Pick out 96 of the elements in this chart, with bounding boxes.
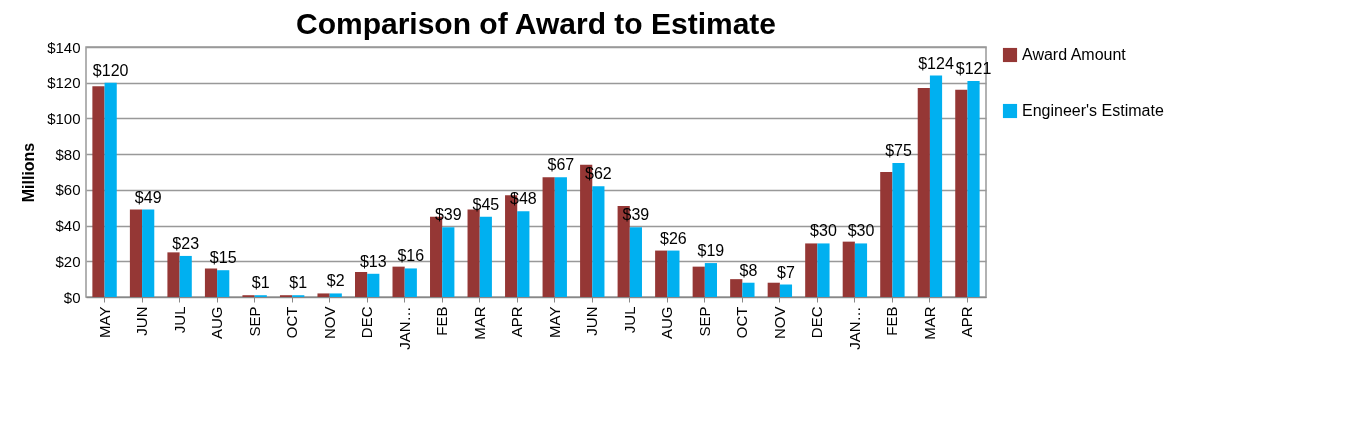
x-tick-label: NOV bbox=[320, 306, 338, 340]
bar bbox=[479, 216, 492, 297]
data-label: $1 bbox=[251, 274, 270, 292]
data-label: $49 bbox=[134, 188, 162, 206]
bar bbox=[542, 177, 555, 297]
bar bbox=[742, 282, 755, 297]
bar bbox=[317, 293, 330, 297]
y-tick-label: $40 bbox=[55, 217, 81, 235]
x-tick-label: JAN… bbox=[845, 306, 863, 350]
bar bbox=[967, 80, 980, 297]
x-tick-label: SEP bbox=[245, 306, 263, 337]
bar bbox=[204, 268, 218, 297]
data-label: $7 bbox=[777, 263, 795, 281]
y-tick-label: $0 bbox=[63, 288, 81, 306]
data-label: $39 bbox=[434, 206, 462, 224]
bar bbox=[104, 82, 117, 297]
bar bbox=[404, 268, 417, 297]
x-tick-label: FEB bbox=[883, 306, 901, 336]
bar bbox=[592, 186, 605, 297]
data-label: $16 bbox=[397, 247, 425, 265]
x-tick-label: JUL bbox=[170, 306, 188, 334]
y-tick-label: $80 bbox=[55, 145, 81, 163]
data-label: $26 bbox=[660, 229, 687, 247]
bar bbox=[892, 163, 905, 297]
data-label: $124 bbox=[918, 54, 954, 72]
bar bbox=[955, 89, 968, 297]
bar bbox=[129, 209, 143, 297]
data-label: $121 bbox=[955, 59, 992, 77]
bar bbox=[854, 243, 868, 297]
bar bbox=[142, 209, 155, 297]
data-label: $30 bbox=[810, 222, 837, 240]
bar bbox=[179, 255, 192, 297]
x-tick-label: MAR bbox=[470, 306, 488, 340]
x-tick-label: FEB bbox=[433, 306, 451, 336]
data-label: $45 bbox=[472, 195, 500, 213]
x-tick-label: SEP bbox=[695, 306, 713, 337]
data-label: $2 bbox=[326, 272, 345, 290]
data-label: $13 bbox=[359, 252, 387, 270]
bar bbox=[842, 241, 855, 297]
data-label: $23 bbox=[172, 234, 200, 252]
chart-title: Comparison of Award to Estimate bbox=[295, 7, 777, 40]
x-tick-label: APR bbox=[508, 306, 526, 338]
bar bbox=[730, 279, 743, 297]
x-tick-label: AUG bbox=[658, 306, 676, 340]
bar bbox=[167, 252, 180, 297]
x-tick-label: JUN bbox=[583, 306, 601, 336]
bar bbox=[367, 273, 380, 297]
y-axis-title: Millions bbox=[20, 142, 38, 203]
bar bbox=[655, 250, 668, 297]
bar bbox=[880, 172, 893, 297]
legend-label: Engineer's Estimate bbox=[1022, 102, 1164, 119]
bar bbox=[692, 266, 705, 297]
bar bbox=[517, 211, 530, 297]
data-label: $30 bbox=[847, 222, 875, 240]
data-label: $15 bbox=[209, 249, 237, 267]
x-tick-label: MAY bbox=[545, 306, 563, 338]
y-tick-label: $60 bbox=[55, 181, 81, 199]
y-tick-label: $100 bbox=[47, 109, 81, 127]
bar bbox=[629, 227, 642, 297]
bar bbox=[779, 284, 793, 297]
y-tick-label: $140 bbox=[47, 38, 81, 56]
x-tick-label: NOV bbox=[770, 306, 788, 340]
data-label: $75 bbox=[885, 142, 912, 160]
data-label: $67 bbox=[547, 156, 575, 174]
data-label: $8 bbox=[739, 261, 758, 279]
x-tick-label: JUN bbox=[133, 306, 151, 336]
x-tick-label: MAR bbox=[920, 306, 938, 340]
bar bbox=[92, 86, 105, 297]
bar bbox=[929, 75, 943, 297]
bar bbox=[392, 266, 405, 297]
data-label: $120 bbox=[92, 61, 129, 79]
x-tick-label: OCT bbox=[733, 306, 751, 339]
bar bbox=[667, 250, 680, 297]
data-label: $19 bbox=[697, 242, 725, 260]
bar bbox=[354, 272, 368, 297]
bar bbox=[217, 270, 230, 297]
x-tick-label: OCT bbox=[283, 306, 301, 339]
bar bbox=[329, 293, 342, 297]
bar bbox=[554, 177, 567, 297]
bar bbox=[917, 88, 930, 297]
y-tick-label: $120 bbox=[47, 74, 81, 92]
bar bbox=[767, 282, 780, 297]
y-tick-label: $20 bbox=[55, 252, 81, 270]
bar bbox=[442, 227, 455, 297]
x-tick-label: JAN… bbox=[395, 306, 413, 350]
bar bbox=[817, 243, 830, 297]
x-tick-label: DEC bbox=[808, 306, 826, 339]
x-tick-label: MAY bbox=[95, 306, 113, 338]
bar bbox=[704, 263, 718, 297]
x-tick-label: APR bbox=[958, 306, 976, 338]
legend-label: Award Amount bbox=[1022, 46, 1127, 63]
bar bbox=[805, 243, 818, 297]
x-tick-label: JUL bbox=[620, 306, 638, 334]
data-label: $1 bbox=[289, 274, 308, 292]
x-tick-label: AUG bbox=[208, 306, 226, 340]
x-tick-label: DEC bbox=[358, 306, 376, 339]
